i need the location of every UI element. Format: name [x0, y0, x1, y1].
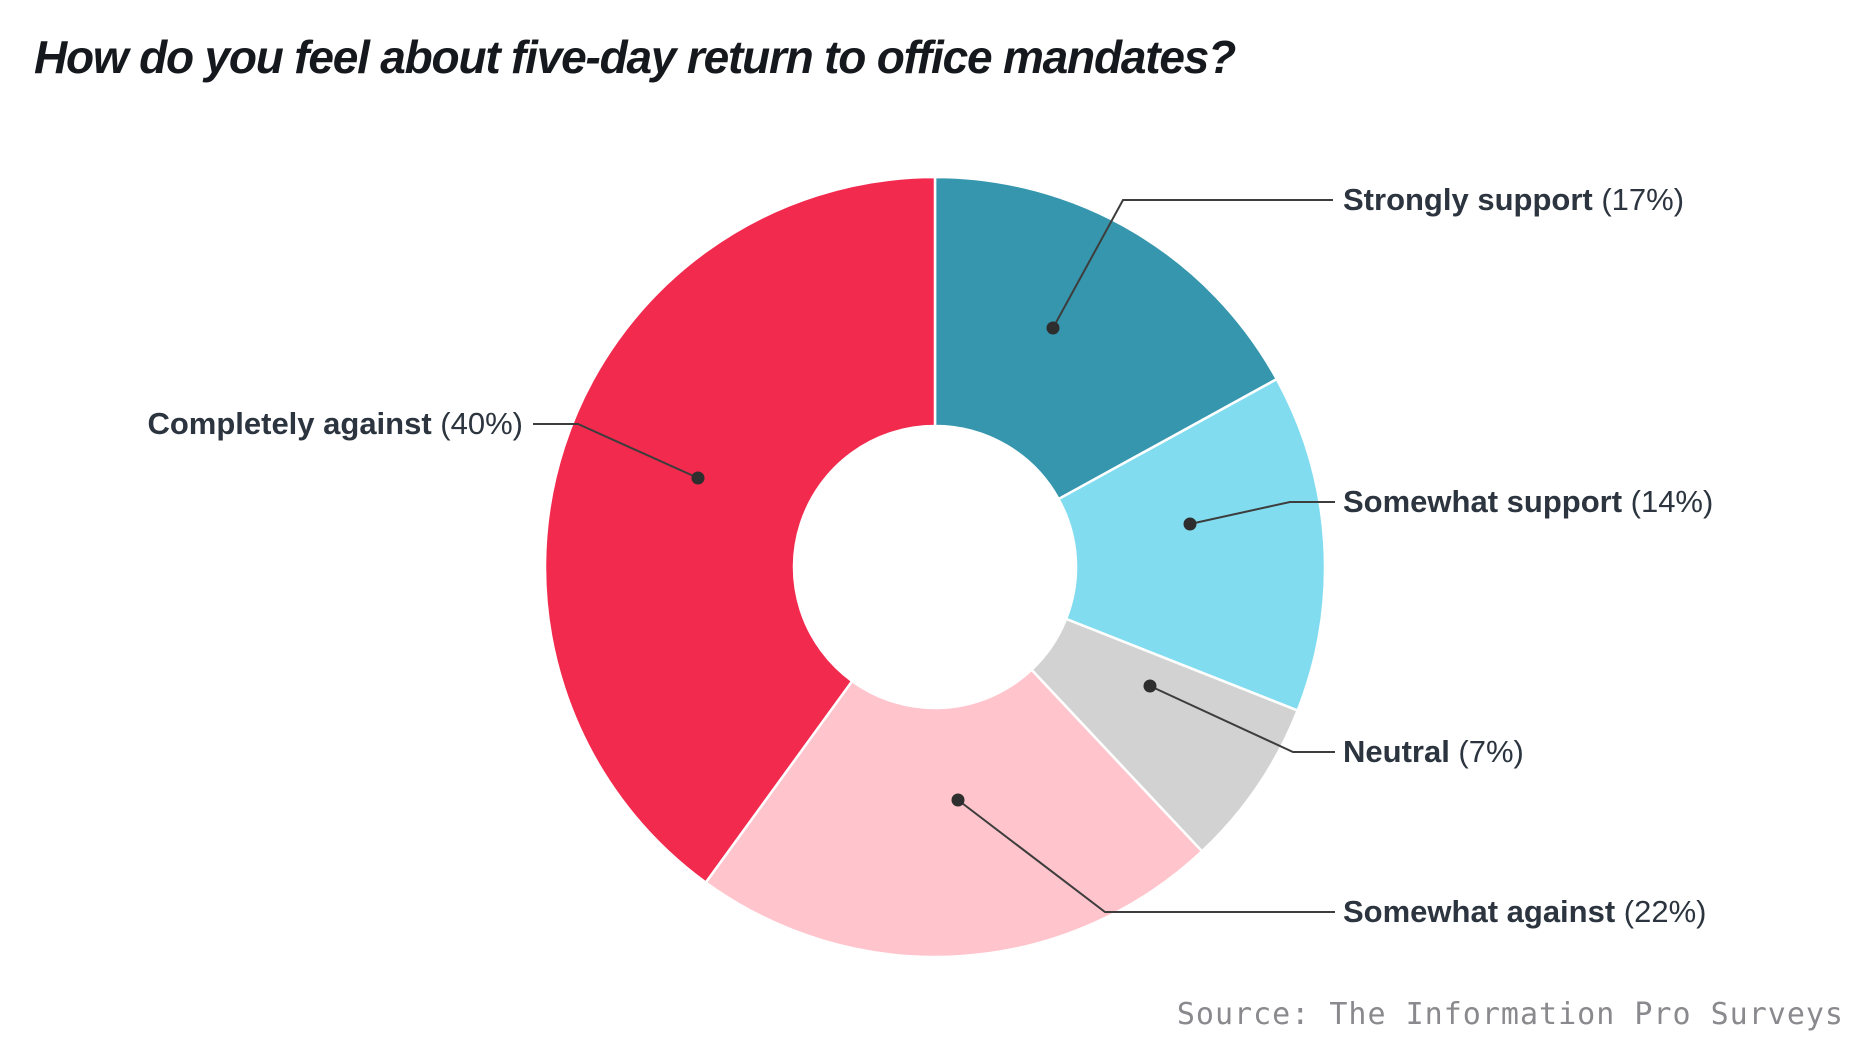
callout-label-strongly-support: Strongly support (17%) — [1343, 182, 1684, 218]
callout-line-somewhat-support — [1189, 501, 1335, 525]
slice-category-text: Somewhat against — [1343, 894, 1616, 929]
chart-title: How do you feel about five-day return to… — [34, 31, 1236, 83]
callout-line-somewhat-against — [957, 799, 1335, 913]
source-caption: Source: The Information Pro Surveys — [1176, 997, 1844, 1032]
slice-percent-text: (14%) — [1622, 484, 1714, 519]
callout-dot-strongly-support — [1046, 321, 1060, 335]
callout-dot-completely-against — [691, 471, 705, 485]
callout-label-somewhat-support: Somewhat support (14%) — [1343, 484, 1713, 520]
callout-line-completely-against — [533, 423, 699, 479]
slice-somewhat-against[interactable] — [704, 668, 1204, 959]
slice-category-text: Strongly support — [1343, 182, 1593, 217]
callout-label-neutral: Neutral (7%) — [1343, 734, 1524, 770]
callout-label-completely-against: Completely against (40%) — [0, 406, 523, 442]
slice-category-text: Somewhat support — [1343, 484, 1623, 519]
callout-line-strongly-support — [1052, 199, 1333, 329]
callout-dot-neutral — [1143, 679, 1157, 693]
slice-percent-text: (40%) — [431, 406, 523, 441]
slice-somewhat-support[interactable] — [1057, 377, 1327, 712]
slice-completely-against[interactable] — [543, 175, 937, 884]
callout-label-somewhat-against: Somewhat against (22%) — [1343, 894, 1707, 930]
slice-percent-text: (7%) — [1449, 734, 1524, 769]
callout-dot-somewhat-against — [951, 793, 965, 807]
callout-dot-somewhat-support — [1183, 517, 1197, 531]
slice-percent-text: (22%) — [1615, 894, 1707, 929]
slice-strongly-support[interactable] — [933, 175, 1279, 501]
slice-category-text: Completely against — [147, 406, 432, 441]
callout-line-neutral — [1149, 685, 1335, 753]
slice-category-text: Neutral — [1343, 734, 1450, 769]
slice-percent-text: (17%) — [1592, 182, 1685, 217]
